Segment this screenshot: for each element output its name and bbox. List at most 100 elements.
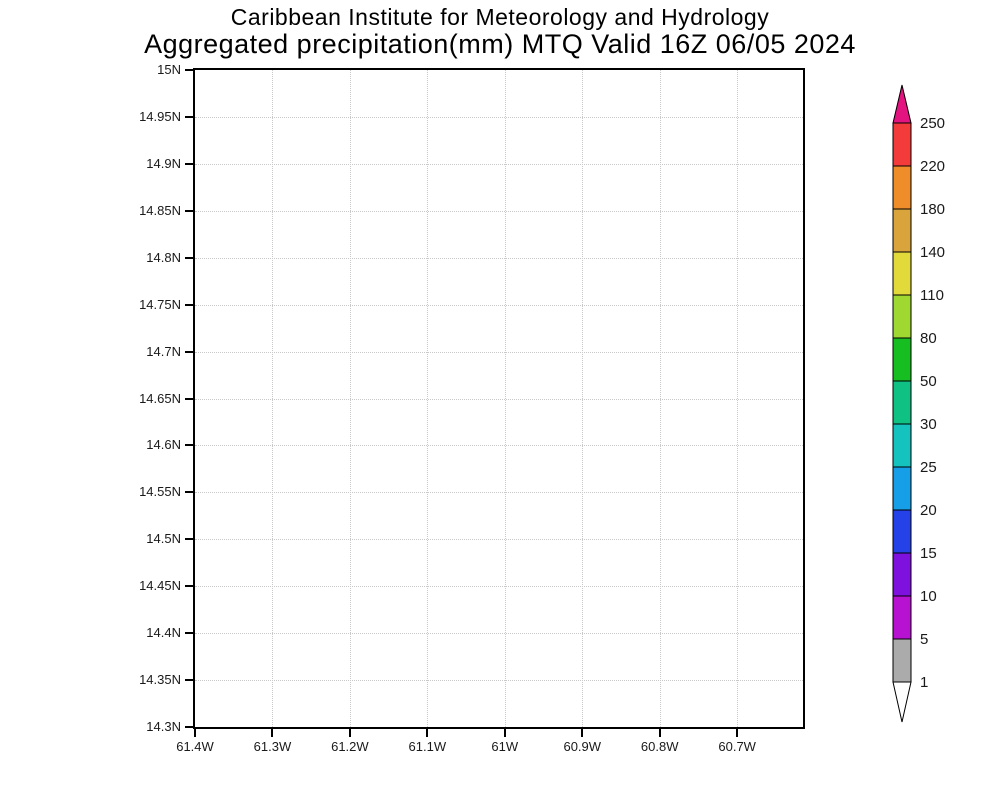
- x-axis-tick: [503, 729, 506, 737]
- latitude-gridline: [195, 633, 803, 635]
- y-axis-tick: [185, 256, 193, 259]
- colorbar-level-label: 30: [920, 416, 937, 433]
- y-axis-tick-label: 15N: [157, 62, 181, 77]
- latitude-gridline: [195, 116, 803, 118]
- colorbar-segment: [892, 509, 912, 554]
- y-axis-tick-label: 14.95N: [139, 108, 181, 124]
- longitude-gridline: [427, 70, 429, 727]
- y-axis-tick-label: 14.7N: [146, 343, 181, 359]
- y-axis-tick: [185, 115, 193, 118]
- colorbar-segment: [892, 552, 912, 597]
- y-axis-tick-label: 14.85N: [139, 202, 181, 218]
- colorbar-segment: [892, 251, 912, 296]
- y-axis-tick-label: 14.35N: [139, 672, 181, 688]
- y-axis-tick-label: 14.65N: [139, 390, 181, 406]
- y-axis-tick-label: 14.5N: [146, 531, 181, 547]
- x-axis-tick: [426, 729, 429, 737]
- y-axis-tick: [185, 632, 193, 635]
- colorbar-level-label: 110: [920, 287, 944, 304]
- latitude-gridline: [195, 163, 803, 165]
- x-axis-tick-label: 61.1W: [408, 739, 447, 754]
- x-axis-tick-label: 60.7W: [718, 739, 756, 754]
- colorbar-level-label: 5: [920, 631, 928, 648]
- latitude-gridline: [195, 398, 803, 400]
- y-axis-tick: [185, 162, 193, 165]
- y-axis-tick-label: 14.3N: [146, 719, 181, 734]
- x-axis-tick: [271, 729, 274, 737]
- y-axis-tick-label: 14.9N: [146, 155, 181, 171]
- longitude-gridline: [659, 70, 661, 727]
- y-axis-tick: [185, 303, 193, 306]
- colorbar-arrow-up: [892, 84, 912, 124]
- longitude-gridline: [737, 70, 739, 727]
- x-axis-tick: [194, 729, 196, 737]
- colorbar-level-label: 25: [920, 459, 937, 476]
- y-axis-tick: [185, 209, 193, 212]
- x-axis-tick-label: 60.8W: [640, 739, 679, 754]
- colorbar-arrow-down: [892, 681, 912, 723]
- longitude-gridline: [504, 70, 506, 727]
- colorbar-segment: [892, 165, 912, 210]
- y-axis-tick: [185, 491, 193, 494]
- colorbar-level-label: 10: [920, 588, 937, 605]
- y-axis-tick: [185, 444, 193, 447]
- colorbar-level-label: 80: [920, 330, 937, 347]
- colorbar-segment: [892, 466, 912, 511]
- map-plot-area: 15N 14.95N 14.9N 14.85N 14.8N 14.75N 14.7N 14.6…: [139, 62, 805, 754]
- latitude-gridline: [195, 492, 803, 494]
- x-axis-tick: [658, 729, 661, 737]
- x-axis-tick: [348, 729, 351, 737]
- colorbar-level-label: 250: [920, 115, 945, 132]
- x-axis-tick-label: 61.4W: [176, 739, 214, 754]
- colorbar-segment: [892, 294, 912, 339]
- colorbar-segment: [892, 208, 912, 253]
- figure-title: Caribbean Institute for Meteorology and …: [230, 4, 770, 30]
- x-axis-tick: [736, 729, 739, 737]
- latitude-gridline: [195, 351, 803, 353]
- x-axis-tick-label: 61.3W: [253, 739, 292, 754]
- x-axis-tick-label: 60.9W: [563, 739, 602, 754]
- y-axis-tick-label: 14.6N: [146, 437, 181, 453]
- longitude-gridline: [582, 70, 584, 727]
- latitude-gridline: [195, 445, 803, 447]
- x-axis-tick-label: 61.2W: [331, 739, 369, 754]
- latitude-gridline: [195, 539, 803, 541]
- y-axis-tick: [185, 350, 193, 353]
- y-axis-tick-label: 14.55N: [139, 484, 181, 500]
- latitude-gridline: [195, 257, 803, 259]
- latitude-gridline: [195, 680, 803, 682]
- colorbar-level-label: 20: [920, 502, 937, 519]
- y-axis-tick-label: 14.4N: [146, 625, 181, 641]
- y-axis-tick: [185, 397, 193, 400]
- latitude-gridline: [195, 210, 803, 212]
- x-axis-tick-label: 61W: [491, 739, 519, 754]
- colorbar-segment: [892, 337, 912, 382]
- colorbar-segment: [892, 380, 912, 425]
- colorbar-level-label: 220: [920, 158, 945, 175]
- colorbar-level-label: 180: [920, 201, 945, 218]
- y-axis-tick-label: 14.45N: [139, 578, 181, 594]
- colorbar-level-label: 140: [920, 244, 945, 261]
- colorbar-segment: [892, 638, 912, 683]
- y-axis-tick: [185, 726, 193, 728]
- colorbar-segment: [892, 595, 912, 640]
- colorbar-level-label: 50: [920, 373, 937, 390]
- longitude-gridline: [349, 70, 351, 727]
- latitude-gridline: [195, 586, 803, 588]
- y-axis-tick: [185, 585, 193, 588]
- colorbar-level-label: 1: [920, 674, 928, 691]
- colorbar-level-label: 15: [920, 545, 937, 562]
- colorbar-segment: [892, 423, 912, 468]
- y-axis-tick-label: 14.75N: [139, 296, 181, 312]
- y-axis-tick: [185, 538, 193, 541]
- x-axis-tick: [581, 729, 584, 737]
- y-axis-tick: [185, 69, 193, 71]
- y-axis-tick-label: 14.8N: [146, 249, 181, 265]
- y-axis-tick: [185, 679, 193, 682]
- latitude-gridline: [195, 304, 803, 306]
- colorbar-segment: [892, 122, 912, 167]
- longitude-gridline: [272, 70, 274, 727]
- figure-subtitle: Aggregated precipitation(mm) MTQ Valid 1…: [144, 29, 856, 59]
